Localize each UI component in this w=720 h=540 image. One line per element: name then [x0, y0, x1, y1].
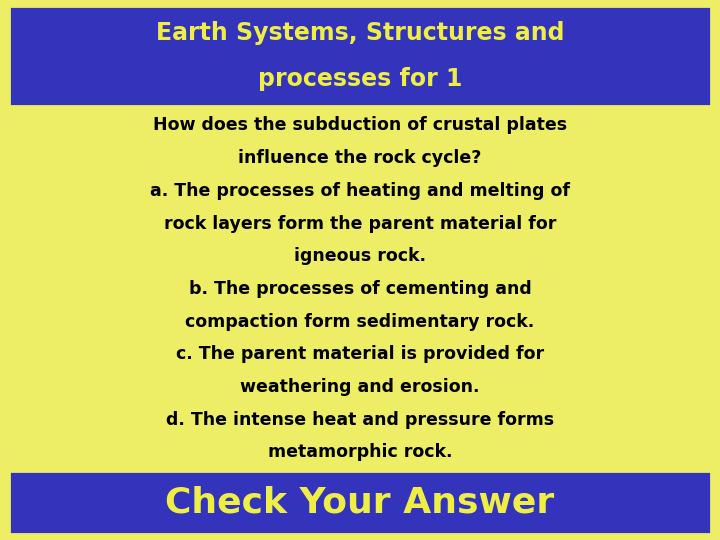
Text: Check Your Answer: Check Your Answer	[166, 485, 554, 519]
FancyBboxPatch shape	[9, 6, 711, 106]
Text: influence the rock cycle?: influence the rock cycle?	[238, 149, 482, 167]
Text: b. The processes of cementing and: b. The processes of cementing and	[189, 280, 531, 298]
Text: compaction form sedimentary rock.: compaction form sedimentary rock.	[185, 313, 535, 330]
Text: metamorphic rock.: metamorphic rock.	[268, 443, 452, 461]
Text: a. The processes of heating and melting of: a. The processes of heating and melting …	[150, 182, 570, 200]
Text: igneous rock.: igneous rock.	[294, 247, 426, 265]
Text: d. The intense heat and pressure forms: d. The intense heat and pressure forms	[166, 411, 554, 429]
FancyBboxPatch shape	[9, 471, 711, 534]
Text: rock layers form the parent material for: rock layers form the parent material for	[164, 214, 556, 233]
Text: Earth Systems, Structures and: Earth Systems, Structures and	[156, 22, 564, 45]
Text: processes for 1: processes for 1	[258, 68, 462, 91]
Text: c. The parent material is provided for: c. The parent material is provided for	[176, 345, 544, 363]
Text: weathering and erosion.: weathering and erosion.	[240, 378, 480, 396]
Text: How does the subduction of crustal plates: How does the subduction of crustal plate…	[153, 117, 567, 134]
